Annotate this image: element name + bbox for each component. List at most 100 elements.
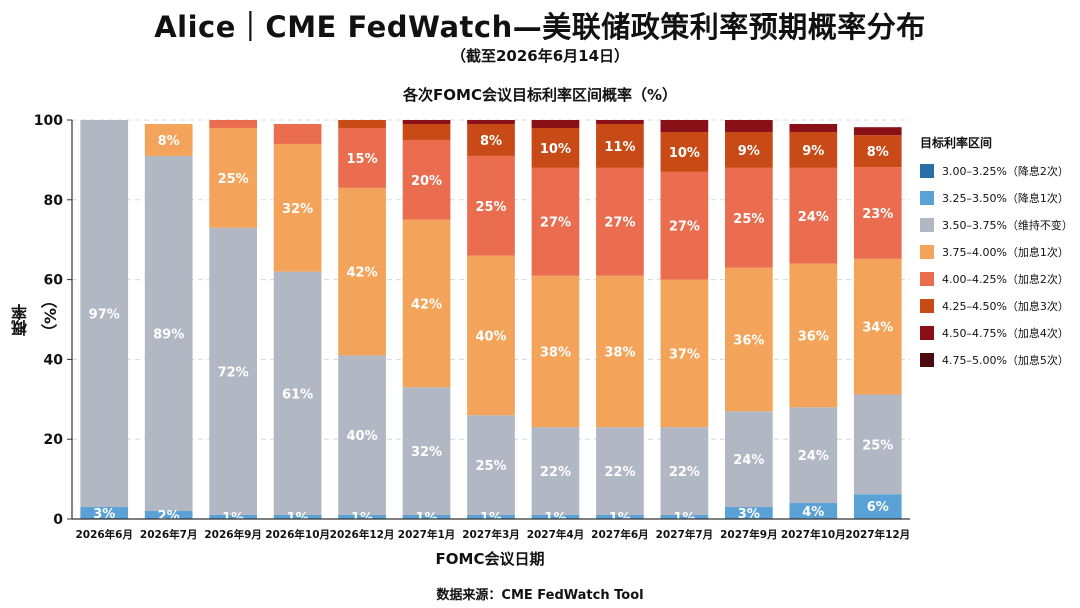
bar-segment [402,219,451,388]
data-label: 27% [604,216,635,231]
bar-segment [273,123,322,144]
bar-segment [789,167,838,264]
bar-segment [596,515,644,519]
data-label: 25% [218,172,249,187]
x-tick-label: 2027年6月 [591,528,649,541]
x-tick-label: 2027年12月 [845,528,910,541]
bar-segment [338,127,386,188]
data-label: 23% [862,207,893,222]
bar-segment [467,123,515,156]
bar-segment [724,411,773,508]
x-tick-label: 2026年10月 [265,528,330,541]
legend-swatch [920,245,934,260]
source-note: 数据来源：CME FedWatch Tool [436,588,644,603]
data-label: 42% [411,298,442,313]
y-tick-label: 0 [53,512,63,528]
bar-segment [144,123,193,156]
bar-segment [80,507,129,519]
bar-segment [660,515,709,519]
chart-title: 各次FOMC会议目标利率区间概率（%） [403,86,677,104]
x-axis-label: FOMC会议日期 [435,550,545,568]
bar-segment [531,127,580,168]
bar-segment [853,127,902,136]
data-label: 2% [158,509,180,524]
data-label: 72% [218,365,249,380]
page-subtitle: （截至2026年6月14日） [450,47,630,65]
data-label: 97% [89,308,120,323]
data-label: 3% [738,507,760,522]
bar-segment [209,515,258,519]
x-tick-label: 2027年4月 [527,528,585,541]
page-title: Alice｜CME FedWatch—美联储政策利率预期概率分布 [154,10,926,44]
legend-label: 4.00–4.25%（加息2次） [942,273,1069,287]
data-label: 61% [282,387,313,402]
bar-segment [853,167,902,259]
bar-segment [789,123,838,132]
data-label: 4% [802,505,824,520]
data-label: 22% [540,465,571,480]
y-tick-label: 80 [44,193,64,209]
bar-segment [273,143,322,272]
bar-segment [789,503,838,519]
legend-label: 4.50–4.75%（加息4次） [942,327,1069,341]
legend-swatch [920,326,934,341]
bar-segment [660,427,709,516]
bar-segment [660,120,709,132]
bar-segment [402,387,451,516]
data-label: 38% [540,345,571,360]
data-label: 24% [733,453,764,468]
data-label: 25% [475,200,506,215]
data-label: 9% [738,144,760,159]
bar-segment [338,355,386,516]
data-label: 25% [862,438,893,453]
data-label: 40% [475,329,506,344]
data-label: 3% [93,507,115,522]
legend-item: 4.75–5.00%（加息5次） [920,350,1080,370]
data-label: 34% [862,321,893,336]
legend-item: 4.25–4.50%（加息3次） [920,296,1080,316]
data-label: 15% [347,152,378,167]
bar-segment [724,267,773,412]
bar-segment [853,494,902,519]
data-label: 24% [798,210,829,225]
legend-swatch [920,191,934,206]
bar-segment [789,407,838,504]
bar-segment [402,123,451,140]
data-label: 25% [475,459,506,474]
bar-segment [80,120,129,508]
legend-item: 3.00–3.25%（降息2次） [920,161,1080,181]
bar-segment [467,120,515,124]
data-label: 27% [540,216,571,231]
data-label: 40% [347,429,378,444]
y-tick-label: 40 [44,352,64,368]
data-label: 32% [282,202,313,217]
bar-segment [144,511,193,519]
bar-segment [660,279,709,428]
bar-segment [467,415,515,516]
bar-segment [402,139,451,220]
bar-segment [338,120,386,128]
data-label: 27% [669,220,700,235]
y-tick-label: 20 [44,432,64,448]
data-label: 37% [669,347,700,362]
bar-segment [467,155,515,256]
legend-swatch [920,353,934,368]
bar-segment [273,271,322,516]
data-label: 36% [798,329,829,344]
legend-item: 4.50–4.75%（加息4次） [920,323,1080,343]
x-tick-label: 2027年7月 [656,528,714,541]
bar-segment [853,258,902,395]
bar-segment [789,131,838,168]
legend-swatch [920,272,934,287]
legend-item: 3.75–4.00%（加息1次） [920,242,1080,262]
legend-item: 4.00–4.25%（加息2次） [920,269,1080,289]
legend-label: 4.75–5.00%（加息5次） [942,354,1069,368]
bar-segment [273,515,322,519]
bar-segment [724,507,773,519]
data-label: 89% [153,327,184,342]
legend-label: 3.00–3.25%（降息2次） [942,165,1069,179]
legend-items: 3.00–3.25%（降息2次） 3.25–3.50%（降息1次） 3.50–3.7… [920,161,1080,370]
data-label: 8% [867,145,889,160]
legend-label: 3.75–4.00%（加息1次） [942,246,1069,260]
bar-segment [531,427,580,516]
